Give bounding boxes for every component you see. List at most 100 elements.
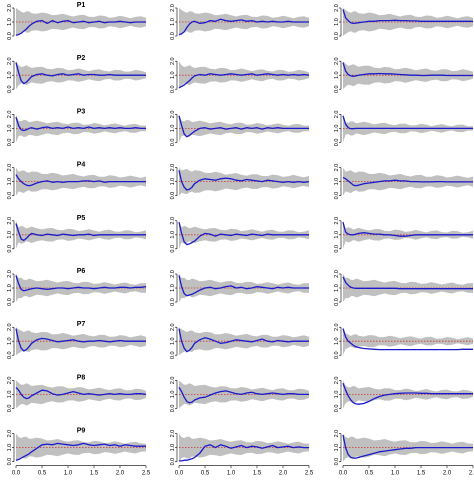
y-tick-label: 0.0 <box>7 458 13 466</box>
y-tick-label: 2.0 <box>334 430 340 438</box>
series-line <box>15 442 146 461</box>
y-tick-label: 2.0 <box>7 217 13 225</box>
y-tick-label: 1.0 <box>7 284 13 292</box>
x-tick-label: 1.0 <box>64 471 73 477</box>
y-axis-r4-c3: 0.0 1.0 2.0 <box>334 164 342 199</box>
x-axis-c1: 0.0 0.5 1.0 1.5 2.0 2.5 <box>12 465 151 477</box>
series-line <box>15 117 146 132</box>
y-tick-label: 0.0 <box>334 245 340 253</box>
panel-r5-c1 <box>15 220 146 249</box>
confidence-band <box>179 8 309 36</box>
y-tick-label: 0.0 <box>334 351 340 359</box>
series-line <box>15 62 146 85</box>
y-axis-r5-c1: 0.0 1.0 2.0 <box>7 217 15 253</box>
y-tick-label: 1.0 <box>170 125 176 133</box>
y-tick-label: 2.0 <box>334 57 340 65</box>
y-tick-label: 2.0 <box>334 164 340 172</box>
confidence-band <box>16 61 146 90</box>
panel-r9-c2 <box>179 433 309 462</box>
x-tick-label: 2.5 <box>142 471 151 477</box>
y-tick-label: 1.0 <box>334 71 340 79</box>
y-tick-label: 1.0 <box>334 178 340 186</box>
y-tick-label: 1.0 <box>7 18 13 26</box>
y-tick-label: 2.0 <box>7 111 13 119</box>
row-title-P4: P4 <box>77 162 86 169</box>
y-tick-label: 1.0 <box>334 444 340 452</box>
y-tick-label: 2.0 <box>7 4 13 12</box>
y-axis-r8-c2: 0.0 1.0 2.0 <box>170 377 178 413</box>
y-axis-r6-c3: 0.0 1.0 2.0 <box>334 270 342 306</box>
panels-layer <box>15 8 473 462</box>
y-axis-r2-c3: 0.0 1.0 2.0 <box>334 57 342 93</box>
series-line <box>178 222 309 246</box>
y-tick-label: 0.0 <box>170 405 176 413</box>
panel-r1-c3 <box>342 8 473 36</box>
row-title-P8: P8 <box>77 374 86 381</box>
confidence-band <box>343 8 473 36</box>
confidence-band <box>343 433 473 462</box>
y-tick-label: 0.0 <box>7 405 13 413</box>
y-tick-label: 2.0 <box>7 377 13 385</box>
y-tick-label: 0.0 <box>170 245 176 253</box>
y-axis-r8-c1: 0.0 1.0 2.0 <box>7 377 15 413</box>
y-tick-label: 0.0 <box>334 458 340 466</box>
y-tick-label: 0.0 <box>334 298 340 306</box>
y-tick-label: 2.0 <box>170 430 176 438</box>
series-line <box>342 62 473 77</box>
y-tick-label: 1.0 <box>170 18 176 26</box>
series-line <box>178 115 309 138</box>
panel-r1-c2 <box>178 8 309 36</box>
confidence-band <box>179 433 309 462</box>
y-tick-label: 0.0 <box>7 139 13 147</box>
y-axis-r8-c3: 0.0 1.0 2.0 <box>334 377 342 412</box>
panel-r7-c2 <box>178 327 309 356</box>
y-tick-label: 0.0 <box>7 85 13 93</box>
y-tick-label: 2.0 <box>7 323 13 331</box>
y-tick-label: 1.0 <box>170 284 176 292</box>
y-tick-label: 1.0 <box>334 391 340 399</box>
y-tick-label: 2.0 <box>170 4 176 12</box>
panel-r6-c1 <box>15 274 147 302</box>
panel-r2-c1 <box>15 61 146 90</box>
series-line <box>342 176 473 187</box>
y-tick-label: 0.0 <box>7 298 13 306</box>
y-tick-label: 0.0 <box>170 351 176 359</box>
series-line <box>178 170 310 191</box>
y-axis-r3-c2: 0.0 1.0 2.0 <box>170 111 178 146</box>
panel-r4-c2 <box>178 167 310 196</box>
y-tick-label: 1.0 <box>170 71 176 79</box>
y-tick-label: 1.0 <box>334 18 340 26</box>
y-axis-r7-c3: 0.0 1.0 2.0 <box>334 323 342 359</box>
y-tick-label: 2.0 <box>7 164 13 172</box>
confidence-band <box>16 380 146 409</box>
confidence-band <box>179 380 309 409</box>
series-line <box>342 382 473 405</box>
y-tick-label: 2.0 <box>334 323 340 331</box>
y-tick-label: 2.0 <box>170 377 176 385</box>
y-tick-label: 0.0 <box>7 351 13 359</box>
confidence-band <box>343 380 473 409</box>
y-axis-r1-c1: 0.0 1.0 2.0 <box>7 4 15 40</box>
y-axis-r9-c2: 0.0 1.0 2.0 <box>170 430 178 465</box>
x-tick-label: 1.0 <box>391 471 400 477</box>
confidence-band <box>179 167 309 196</box>
y-axis-r9-c1: 0.0 1.0 2.0 <box>7 430 15 466</box>
y-tick-label: 0.0 <box>7 32 13 40</box>
x-tick-label: 1.5 <box>417 471 426 477</box>
y-tick-label: 1.0 <box>7 444 13 452</box>
y-axis-r3-c1: 0.0 1.0 2.0 <box>7 111 15 147</box>
series-line <box>15 386 147 400</box>
y-axis-r5-c3: 0.0 1.0 2.0 <box>334 217 342 253</box>
y-tick-label: 1.0 <box>7 178 13 186</box>
series-line <box>342 9 473 25</box>
row-title-P9: P9 <box>77 428 86 435</box>
y-tick-label: 2.0 <box>7 430 13 438</box>
y-tick-label: 1.0 <box>170 337 176 345</box>
panel-r1-c1 <box>15 8 146 36</box>
row-title-P3: P3 <box>77 108 86 115</box>
row-title-P7: P7 <box>77 321 86 328</box>
y-axis-r1-c3: 0.0 1.0 2.0 <box>334 4 342 40</box>
series-line <box>342 276 473 290</box>
y-tick-label: 2.0 <box>334 111 340 119</box>
